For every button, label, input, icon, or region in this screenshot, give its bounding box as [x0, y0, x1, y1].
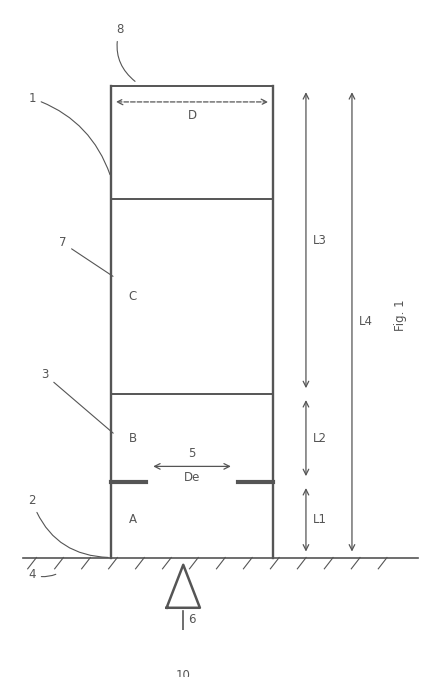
Text: 4: 4	[28, 568, 56, 582]
Text: L4: L4	[359, 315, 373, 328]
Text: A: A	[128, 513, 136, 526]
Text: 3: 3	[41, 368, 113, 433]
Text: L1: L1	[313, 513, 327, 526]
Text: 5: 5	[188, 447, 196, 460]
Text: 2: 2	[28, 494, 108, 557]
Text: C: C	[128, 290, 137, 303]
Text: L3: L3	[313, 234, 327, 246]
Text: 7: 7	[59, 236, 113, 276]
Text: 1: 1	[28, 92, 110, 175]
Text: De: De	[184, 471, 200, 485]
Text: 10: 10	[176, 670, 191, 677]
Text: Fig. 1: Fig. 1	[394, 300, 407, 332]
Text: L2: L2	[313, 432, 327, 445]
Text: D: D	[187, 110, 197, 123]
Text: B: B	[128, 432, 137, 445]
Text: 8: 8	[116, 23, 135, 81]
Text: 6: 6	[187, 613, 195, 626]
